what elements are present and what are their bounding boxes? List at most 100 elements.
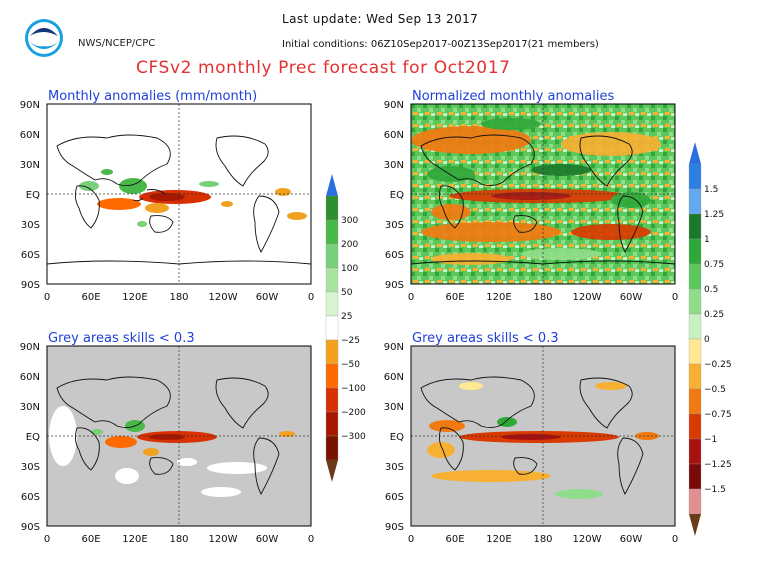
lat-label: 30S [21,220,40,231]
axis-labels-panel-4: 90N 60N 30N EQ 30S 60S 90S 0 60E 120E 18… [384,342,678,545]
lon-label: 180 [169,292,188,303]
colorbar-tick-label: 1 [704,235,710,245]
panel-title-normalized: Normalized monthly anomalies [412,89,614,104]
colorbar-tick-label: 200 [341,240,358,250]
lon-label: 120E [122,534,147,545]
lat-label: 60S [21,492,40,503]
lon-label: 60W [256,534,279,545]
colorbar-tick-label: −300 [341,432,366,442]
panel-anomalies-skill [46,345,312,527]
colorbar-segment [688,288,702,315]
graticule [47,104,311,284]
lon-label: 60W [256,292,279,303]
lon-label: 0 [672,534,678,545]
lat-label: 30N [384,160,404,171]
legend-anomaly-colorbar: 300 200 100 50 25 −25 −50 −100 −200 −300 [325,174,366,482]
lat-label: 90S [385,522,404,533]
colorbar-segment [325,219,339,245]
lat-label: 60N [384,130,404,141]
lat-label: 90S [21,522,40,533]
colorbar-tick-label: 0.25 [704,310,724,320]
lon-label: 60W [620,292,643,303]
colorbar-segment [688,338,702,365]
coastlines [56,376,280,495]
lon-label: 120E [122,292,147,303]
colorbar-segment [325,243,339,269]
colorbar-tick-label: 0.5 [704,285,718,295]
colorbar-segment [688,188,702,215]
colorbar-tick-label: −200 [341,408,366,418]
lon-label: 0 [408,292,414,303]
axis-labels-panel-2: 90N 60N 30N EQ 30S 60S 90S 0 60E 120E 18… [384,100,678,303]
colorbar-tick-label: 50 [341,288,353,298]
colorbar-segment [325,267,339,293]
lon-label: 60E [445,292,464,303]
colorbar-segment [688,463,702,490]
normalized-shading [427,382,659,499]
page-title: CFSv2 monthly Prec forecast for Oct2017 [136,58,511,78]
lon-label: 0 [408,534,414,545]
panel-title-normalized-skill: Grey areas skills < 0.3 [412,331,559,346]
panel-title-anomalies: Monthly anomalies (mm/month) [48,89,257,104]
lat-label: 30N [20,160,40,171]
colorbar-tick-label: 300 [341,216,358,226]
noaa-logo: noaa [25,19,63,57]
axis-labels-panel-1: 90N 60N 30N EQ 30S 60S 90S 0 60E 120E 18… [20,100,314,303]
colorbar-tick-label: −1 [704,435,717,445]
colorbar-tick-label: 0.75 [704,260,724,270]
lat-label: 60S [385,492,404,503]
colorbar-segment [688,263,702,290]
colorbar-tick-label: −0.75 [704,410,732,420]
legend-normalized-colorbar: 1.5 1.25 1 0.75 0.5 0.25 0 −0.25 −0.5 −0.75 −1 −1.2… [688,142,732,536]
logo-text: noaa [33,34,55,43]
colorbar-segment [688,438,702,465]
colorbar-segment [688,413,702,440]
lon-label: 60E [445,534,464,545]
colorbar-segment [325,411,339,437]
coastlines [420,376,644,495]
colorbar-tick-label: 1.5 [704,185,718,195]
colorbar-segment [688,313,702,340]
lat-label: 60N [20,372,40,383]
colorbar-segment [688,213,702,240]
lat-label: 60N [20,130,40,141]
lon-label: 120W [209,292,238,303]
lat-label: 90N [384,342,404,353]
colorbar-tick-label: −1.5 [704,485,726,495]
lat-label: EQ [26,432,40,443]
panel-normalized [410,103,676,285]
colorbar-segment [688,163,702,190]
colorbar-segment [688,238,702,265]
colorbar-tick-label: 25 [341,312,352,322]
colorbar-tick-label: 1.25 [704,210,724,220]
lat-label: 30S [21,462,40,473]
lon-label: 120W [573,534,602,545]
colorbar-tick-label: −25 [341,336,360,346]
colorbar-tick-label: −0.5 [704,385,726,395]
colorbar-arrow-bottom [689,514,701,536]
lon-label: 120W [209,534,238,545]
lat-label: 60S [21,250,40,261]
colorbar-segment [325,195,339,221]
colorbar-segment [325,387,339,413]
colorbar-segment [325,315,339,341]
lat-label: 60N [384,372,404,383]
lon-label: 0 [672,292,678,303]
lat-label: 90N [20,100,40,111]
colorbar-tick-label: 0 [704,335,710,345]
lon-label: 120E [486,534,511,545]
lat-label: 90N [20,342,40,353]
colorbar-segment [688,388,702,415]
panel-normalized-skill [410,345,676,527]
colorbar-segment [688,488,702,515]
lat-label: EQ [390,190,404,201]
graticule [411,346,675,526]
colorbar-arrow-top [689,142,701,164]
last-update: Last update: Wed Sep 13 2017 [282,12,479,26]
lon-label: 120W [573,292,602,303]
lon-label: 180 [533,534,552,545]
colorbar-tick-label: −0.25 [704,360,732,370]
colorbar-tick-label: 100 [341,264,358,274]
lat-label: 90S [21,280,40,291]
lat-label: 30S [385,220,404,231]
